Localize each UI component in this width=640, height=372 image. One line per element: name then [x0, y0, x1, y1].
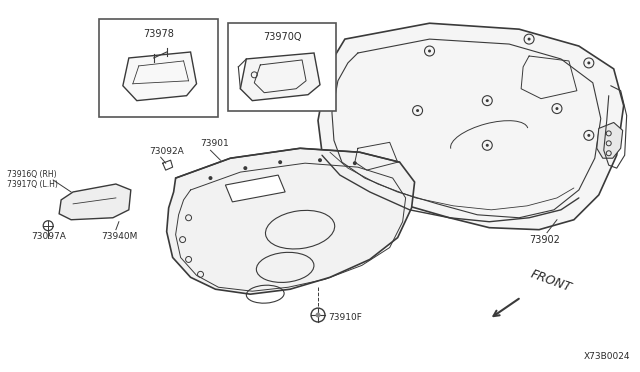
Circle shape	[243, 166, 247, 170]
Polygon shape	[123, 52, 196, 101]
Polygon shape	[59, 184, 131, 220]
Circle shape	[527, 38, 531, 41]
Circle shape	[588, 61, 590, 64]
Circle shape	[353, 161, 357, 165]
Text: 73097A: 73097A	[31, 232, 66, 241]
Text: 73901: 73901	[200, 139, 229, 148]
Text: 73978: 73978	[143, 29, 174, 39]
Circle shape	[428, 49, 431, 52]
Circle shape	[416, 109, 419, 112]
Circle shape	[278, 160, 282, 164]
Circle shape	[316, 312, 321, 318]
Bar	[99, 19, 218, 116]
Polygon shape	[241, 53, 320, 101]
Polygon shape	[596, 122, 623, 158]
Polygon shape	[166, 148, 415, 294]
Text: FRONT: FRONT	[529, 267, 573, 294]
Text: 73917Q (L.H): 73917Q (L.H)	[8, 180, 58, 189]
Text: 73970Q: 73970Q	[263, 32, 301, 42]
Text: 73092A: 73092A	[148, 147, 184, 156]
Text: 73940M: 73940M	[101, 232, 138, 241]
Text: X73B0024: X73B0024	[584, 352, 630, 361]
Text: 73910F: 73910F	[328, 312, 362, 321]
Circle shape	[556, 107, 559, 110]
Polygon shape	[318, 23, 623, 230]
Polygon shape	[225, 175, 285, 202]
Circle shape	[486, 144, 489, 147]
Circle shape	[318, 158, 322, 162]
Circle shape	[588, 134, 590, 137]
Text: 73916Q (RH): 73916Q (RH)	[8, 170, 57, 179]
Circle shape	[486, 99, 489, 102]
Circle shape	[209, 176, 212, 180]
Bar	[228, 23, 336, 110]
Text: 73902: 73902	[529, 235, 560, 245]
